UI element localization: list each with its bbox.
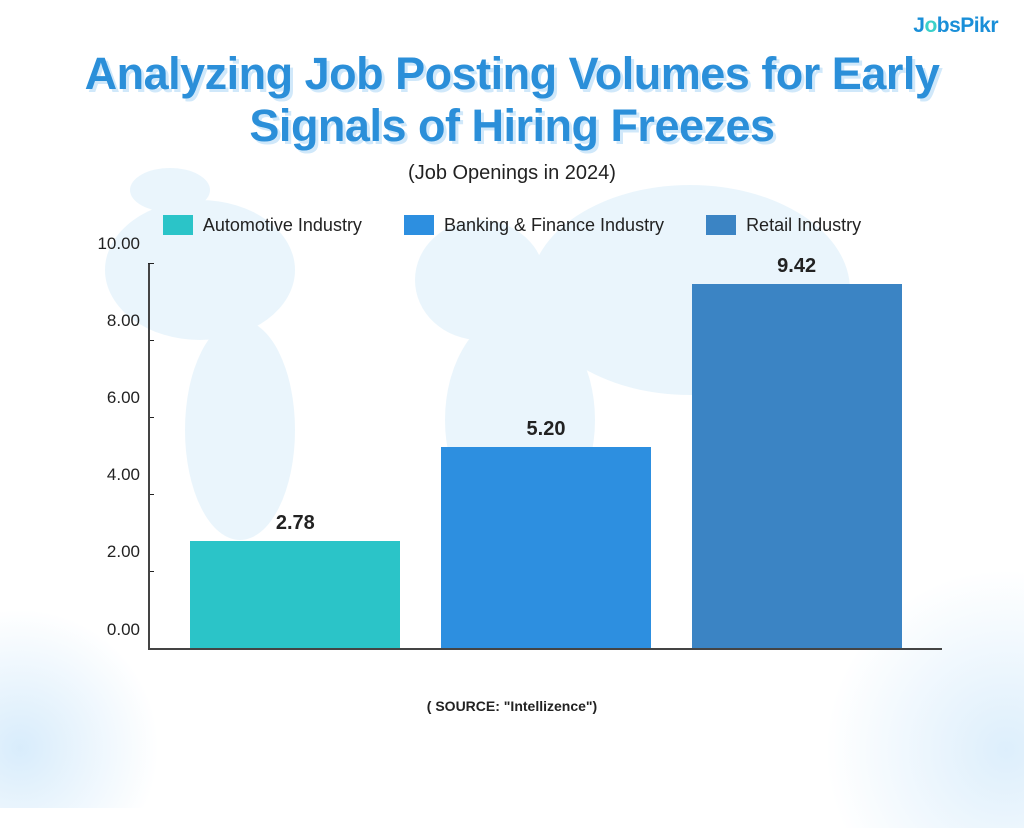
- bar-value-label: 2.78: [276, 512, 315, 535]
- y-tick-label: 4.00: [107, 465, 140, 485]
- y-tick-label: 0.00: [107, 620, 140, 640]
- chart-subtitle: (Job Openings in 2024): [50, 162, 974, 185]
- legend-swatch: [706, 215, 736, 235]
- y-axis: 0.002.004.006.008.0010.00: [82, 264, 148, 650]
- legend-label: Banking & Finance Industry: [444, 215, 664, 236]
- y-tick-label: 10.00: [97, 234, 140, 254]
- y-tick-label: 6.00: [107, 388, 140, 408]
- legend-label: Automotive Industry: [203, 215, 362, 236]
- bar-group-banking: 5.20: [436, 418, 656, 648]
- legend-item-retail: Retail Industry: [706, 215, 861, 236]
- bar-banking: [441, 447, 651, 648]
- y-tick-label: 8.00: [107, 311, 140, 331]
- legend-label: Retail Industry: [746, 215, 861, 236]
- legend-item-banking: Banking & Finance Industry: [404, 215, 664, 236]
- legend: Automotive Industry Banking & Finance In…: [50, 215, 974, 236]
- legend-swatch: [404, 215, 434, 235]
- bar-automotive: [190, 541, 400, 648]
- plot-area: 2.78 5.20 9.42: [148, 264, 942, 650]
- source-line: ( SOURCE: "Intellizence"): [50, 698, 974, 714]
- legend-item-automotive: Automotive Industry: [163, 215, 362, 236]
- bar-group-retail: 9.42: [687, 255, 907, 648]
- bars-container: 2.78 5.20 9.42: [150, 264, 942, 648]
- legend-swatch: [163, 215, 193, 235]
- y-tick-label: 2.00: [107, 542, 140, 562]
- main-container: Analyzing Job Posting Volumes for Early …: [0, 0, 1024, 768]
- brand-logo: JobsPikr: [913, 14, 998, 38]
- chart-area: 0.002.004.006.008.0010.00 2.78 5.20 9.42: [82, 264, 942, 684]
- bar-value-label: 5.20: [527, 418, 566, 441]
- bar-retail: [692, 284, 902, 648]
- bar-group-automotive: 2.78: [185, 512, 405, 648]
- bar-value-label: 9.42: [777, 255, 816, 278]
- chart-title: Analyzing Job Posting Volumes for Early …: [50, 48, 974, 152]
